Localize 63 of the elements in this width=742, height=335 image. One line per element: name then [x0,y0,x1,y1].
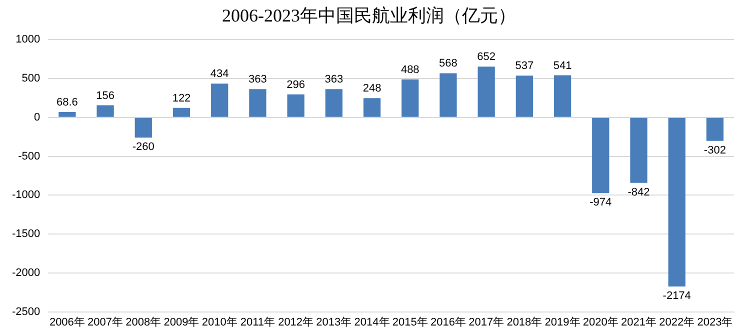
x-tick-label: 2018年 [506,316,542,328]
bar [440,73,457,117]
y-tick-label: 1000 [16,34,40,46]
x-tick-label: 2012年 [278,316,314,328]
x-tick-label: 2021年 [621,316,656,328]
y-tick-label: -1000 [12,189,40,202]
x-tick-label: 2016年 [430,316,466,328]
data-label: 296 [286,78,305,91]
x-tick-label: 2015年 [392,316,428,328]
y-tick-label: -2000 [12,266,40,279]
data-label: 537 [515,60,534,72]
y-tick-label: 0 [34,111,40,124]
y-tick-label: 500 [22,72,40,85]
y-tick-label: -500 [18,150,40,162]
data-label: 248 [362,82,382,95]
bar [630,118,648,183]
x-tick-label: 2009年 [164,316,200,328]
y-tick-label: -1500 [12,228,40,240]
x-tick-label: 2017年 [468,316,504,328]
bar [668,118,686,286]
data-label: 363 [324,74,344,86]
bar [554,75,572,117]
chart-title: 2006-2023年中国民航业利润（亿元） [222,6,516,26]
bar [249,89,266,117]
data-label: 434 [210,68,229,80]
data-label: 156 [96,90,114,102]
bar [516,76,534,117]
bar [58,112,76,117]
x-tick-label: 2010年 [202,316,238,328]
bar [402,79,419,117]
bar [172,108,190,117]
x-tick-label: 2020年 [582,316,618,328]
data-label: -2174 [662,290,691,302]
x-tick-label: 2023年 [697,316,733,328]
x-tick-label: 2013年 [316,316,352,328]
y-tick-label: -2500 [12,306,40,318]
data-label: 488 [400,64,420,76]
bar [96,105,114,117]
data-label: 652 [477,51,496,64]
x-tick-label: 2019年 [544,316,580,328]
data-label: -842 [628,186,650,198]
bar [287,94,304,117]
data-label: 122 [172,92,191,104]
bar [363,98,381,117]
bar [592,118,610,194]
data-label: -302 [704,144,726,156]
data-label: -974 [590,196,612,209]
bar [478,66,495,117]
data-label: 541 [553,60,572,72]
data-label: 68.6 [56,96,78,109]
data-label: 568 [439,58,458,70]
bar [134,118,152,138]
bar [325,89,342,117]
bar [211,84,228,117]
data-label: 363 [248,74,267,86]
x-tick-label: 2022年 [659,316,695,328]
x-tick-label: 2006年 [49,316,85,328]
bar [706,118,724,141]
x-tick-label: 2007年 [88,316,124,328]
x-tick-label: 2011年 [240,316,276,328]
x-tick-label: 2014年 [354,316,390,328]
x-tick-label: 2008年 [126,316,162,328]
data-label: -260 [132,141,154,154]
